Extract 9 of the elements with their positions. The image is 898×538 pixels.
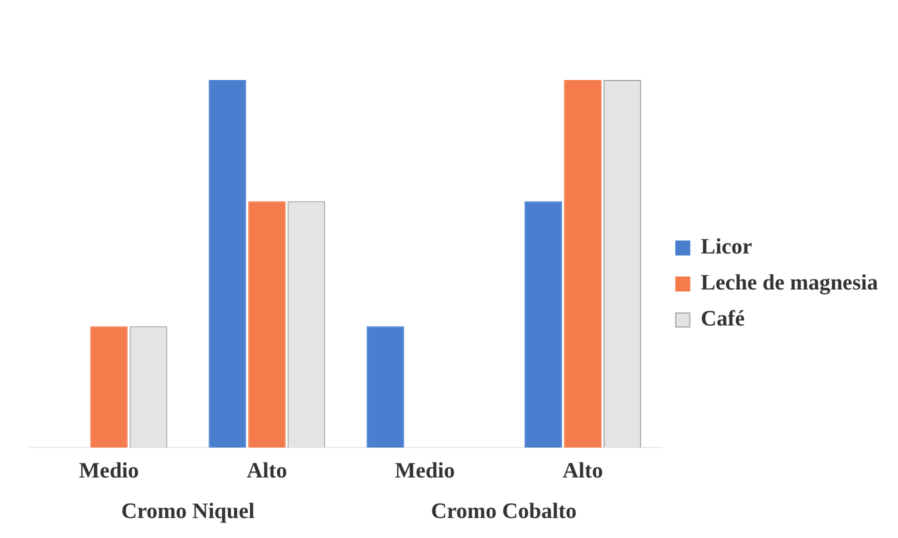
x-tick-label: Medio bbox=[394, 457, 455, 482]
legend-label: Leche de magnesia bbox=[700, 270, 878, 295]
text: Cromo Cobalto bbox=[431, 498, 577, 523]
legend-label: Café bbox=[700, 306, 746, 331]
legend-label: Licor bbox=[700, 234, 752, 259]
x-tick-label: Medio bbox=[79, 457, 139, 482]
x-tick-label: Alto bbox=[562, 457, 603, 482]
text: Cromo Niquel bbox=[121, 498, 255, 523]
x-tick-label: Alto bbox=[246, 457, 288, 482]
